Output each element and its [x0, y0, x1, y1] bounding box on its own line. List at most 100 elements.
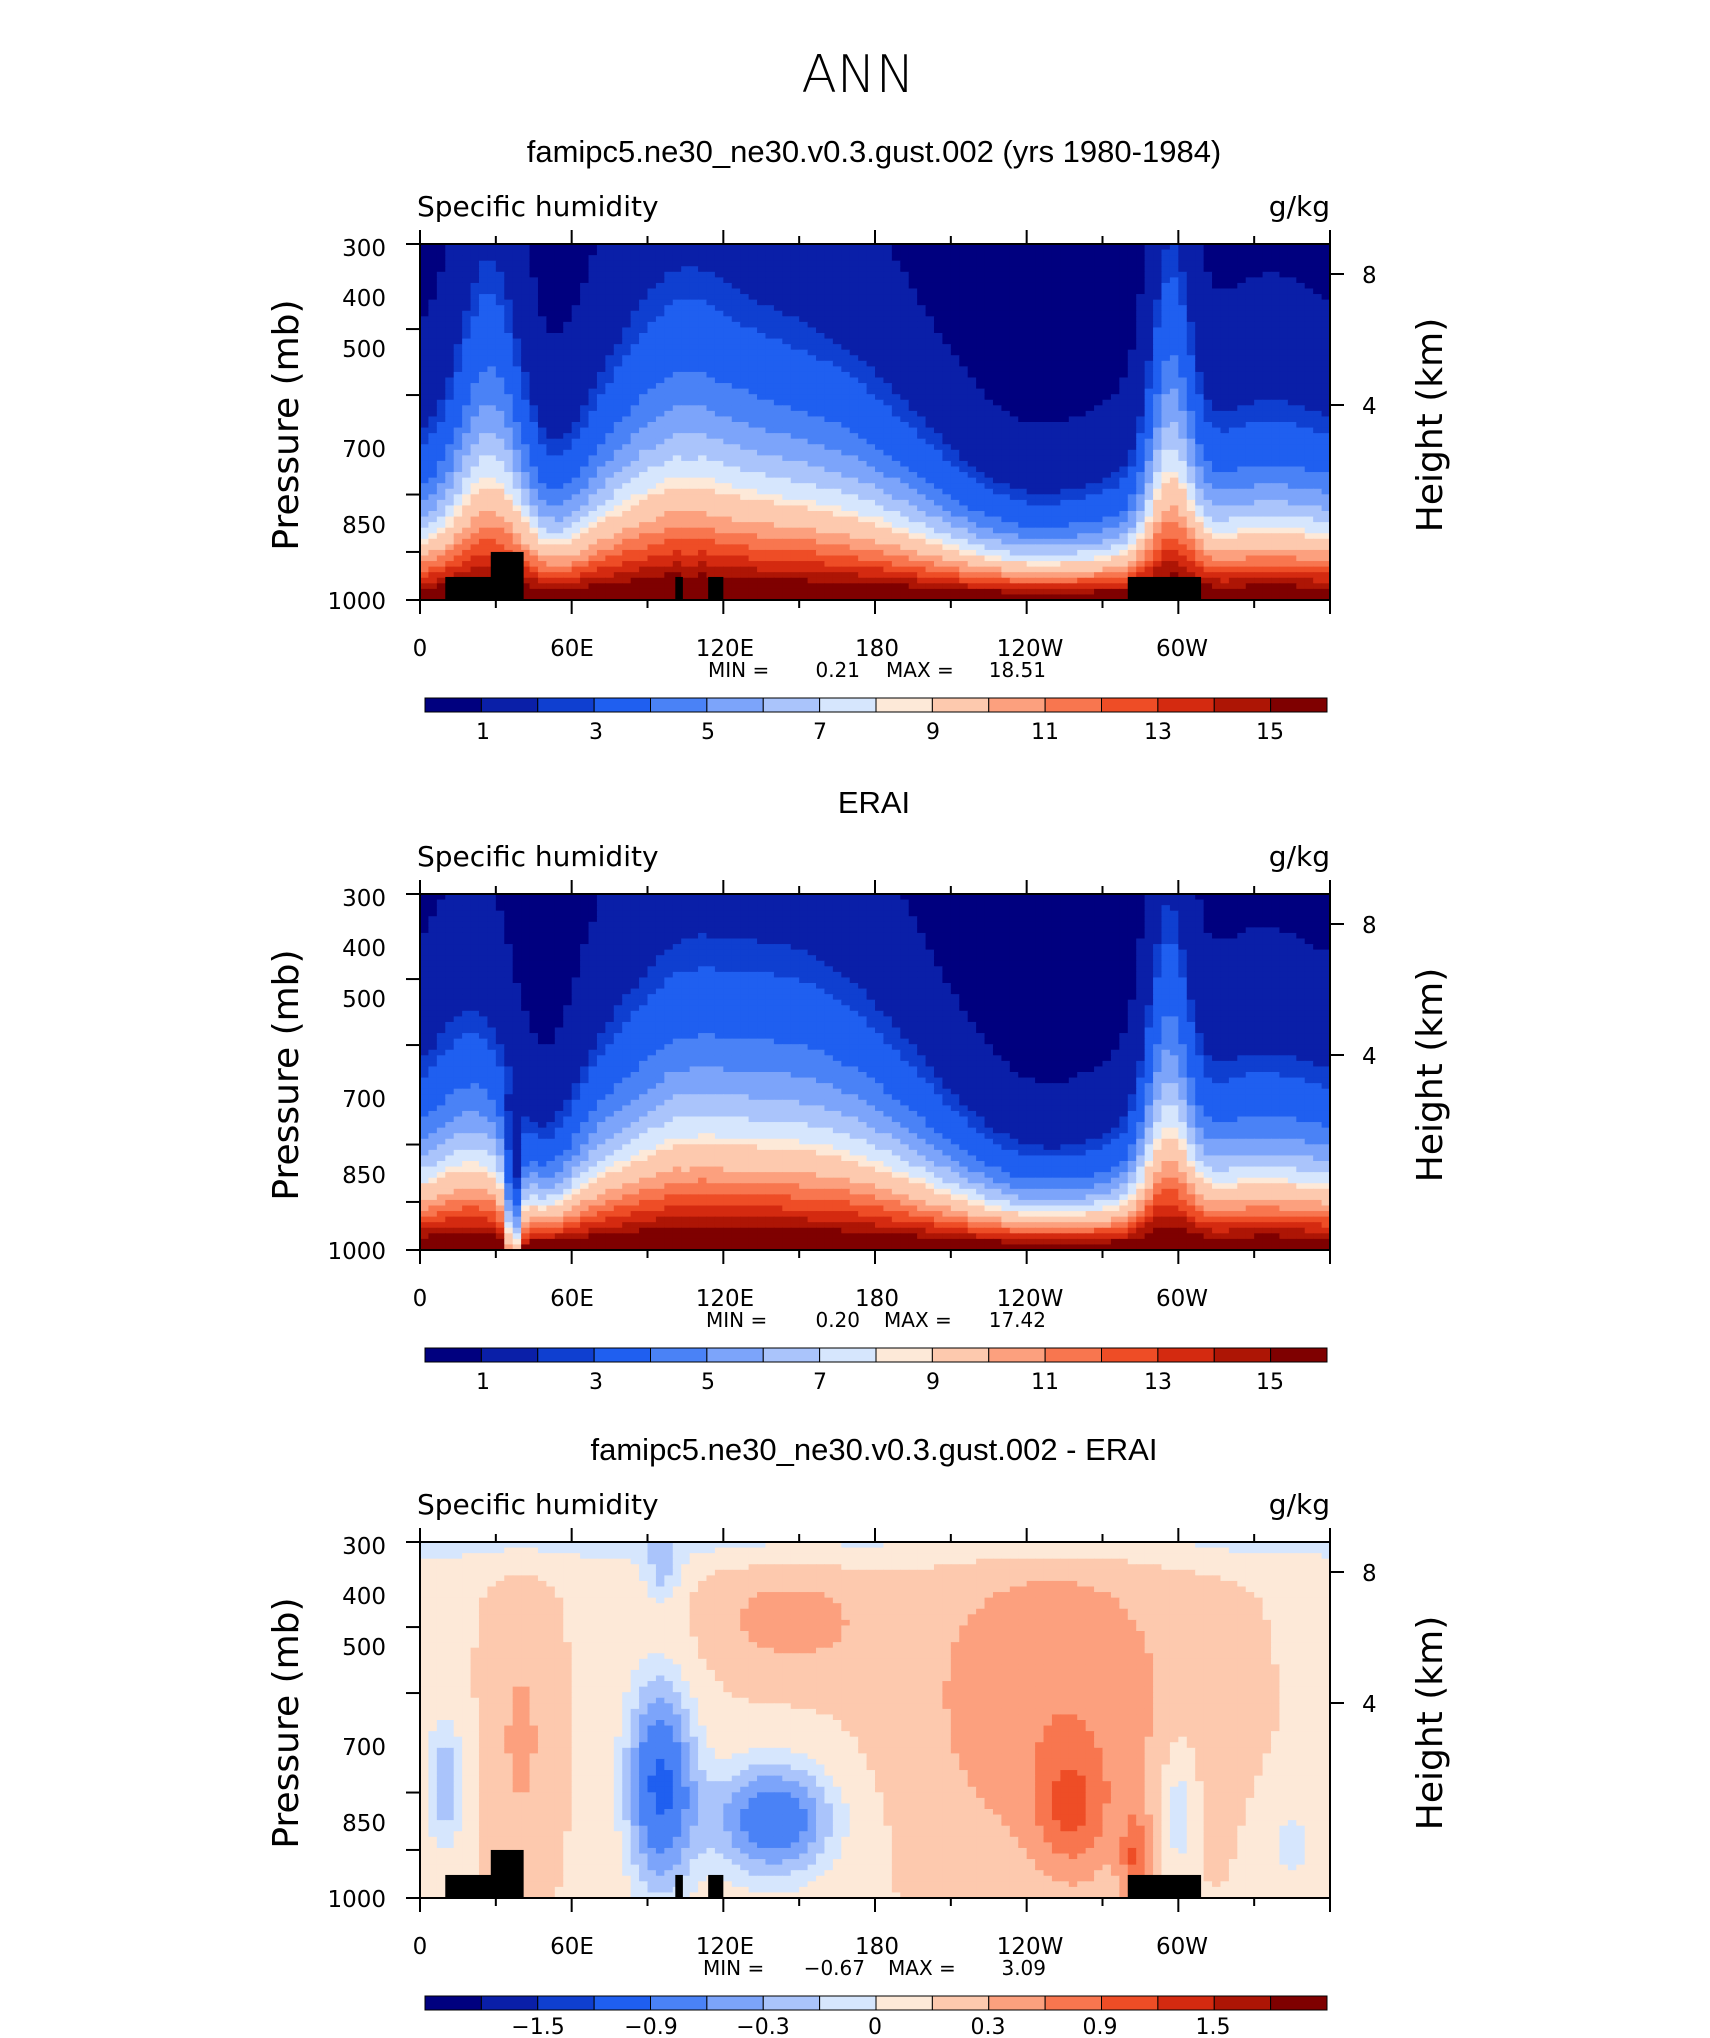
field-cell [512, 472, 522, 479]
field-cell [1296, 333, 1306, 340]
field-cell [992, 255, 1002, 262]
field-cell [445, 433, 455, 440]
field-cell [571, 371, 581, 379]
field-cell [1161, 366, 1171, 373]
field-cell [655, 383, 665, 390]
field-cell [529, 416, 539, 423]
field-cell [596, 377, 606, 384]
field-cell [554, 466, 564, 473]
field-cell [470, 316, 480, 323]
field-cell [596, 305, 606, 312]
field-cell [1287, 355, 1297, 362]
field-cell [824, 399, 834, 406]
field-cell [504, 344, 514, 351]
field-cell [765, 288, 775, 295]
field-cell [622, 405, 632, 412]
field-cell [1254, 422, 1264, 429]
field-cell [950, 460, 960, 468]
field-cell [1212, 271, 1222, 278]
field-cell [883, 460, 893, 468]
field-cell [1043, 344, 1053, 351]
field-cell [740, 472, 750, 479]
field-cell [487, 499, 497, 507]
field-cell [1228, 444, 1238, 451]
field-cell [1178, 377, 1188, 384]
field-cell [428, 422, 438, 429]
field-cell [1018, 360, 1028, 367]
field-cell [765, 383, 775, 390]
field-cell [571, 299, 581, 306]
field-cell [1009, 333, 1019, 340]
field-cell [1321, 249, 1331, 256]
field-cell [807, 466, 817, 473]
field-cell [1043, 472, 1053, 479]
field-cell [1102, 416, 1112, 423]
field-cell [1169, 282, 1179, 290]
field-cell [900, 366, 910, 373]
field-cell [1026, 438, 1036, 445]
field-cell [1212, 249, 1222, 256]
field-cell [992, 266, 1002, 273]
field-cell [858, 294, 868, 301]
field-cell [613, 383, 623, 390]
field-cell [1228, 477, 1238, 484]
field-cell [1228, 338, 1238, 345]
field-cell [588, 277, 598, 284]
field-cell [1144, 460, 1154, 468]
field-cell [605, 344, 615, 351]
field-cell [875, 427, 885, 434]
field-cell [773, 444, 783, 451]
field-cell [1077, 399, 1087, 406]
field-cell [571, 394, 581, 401]
field-cell [832, 449, 842, 456]
field-cell [858, 383, 868, 390]
field-cell [1043, 488, 1053, 495]
field-cell [1313, 349, 1323, 356]
field-cell [1119, 305, 1129, 312]
field-cell [1077, 422, 1087, 429]
field-cell [698, 294, 708, 301]
field-cell [445, 472, 455, 479]
field-cell [605, 388, 615, 395]
field-cell [478, 316, 489, 323]
field-cell [967, 410, 977, 418]
field-cell [925, 410, 935, 418]
field-cell [1026, 255, 1036, 262]
field-cell [782, 310, 792, 317]
field-cell [1153, 399, 1163, 406]
field-cell [647, 377, 657, 384]
field-cell [1195, 422, 1205, 429]
field-cell [1161, 405, 1171, 412]
field-cell [731, 366, 741, 373]
field-cell [1254, 288, 1264, 295]
field-cell [773, 416, 783, 423]
field-cell [740, 477, 750, 484]
field-cell [706, 316, 716, 323]
field-cell [1178, 399, 1188, 406]
field-cell [1026, 249, 1036, 256]
field-cell [841, 338, 851, 345]
field-cell [495, 333, 505, 340]
field-cell [1237, 260, 1247, 267]
field-cell [866, 316, 876, 323]
field-cell [630, 483, 640, 490]
field-cell [959, 466, 969, 473]
field-cell [950, 355, 960, 362]
field-cell [554, 316, 564, 323]
field-cell [782, 294, 792, 301]
field-cell [1127, 410, 1137, 418]
field-cell [917, 294, 927, 301]
field-cell [1271, 455, 1281, 462]
field-cell [967, 455, 977, 462]
field-cell [891, 410, 901, 418]
field-cell [984, 299, 994, 306]
field-cell [816, 483, 826, 490]
field-cell [782, 394, 792, 401]
field-cell [529, 266, 539, 273]
field-cell [976, 277, 986, 284]
field-cell [613, 316, 623, 323]
field-cell [933, 433, 944, 440]
field-cell [992, 455, 1002, 462]
field-cell [731, 244, 741, 251]
field-cell [790, 321, 800, 329]
